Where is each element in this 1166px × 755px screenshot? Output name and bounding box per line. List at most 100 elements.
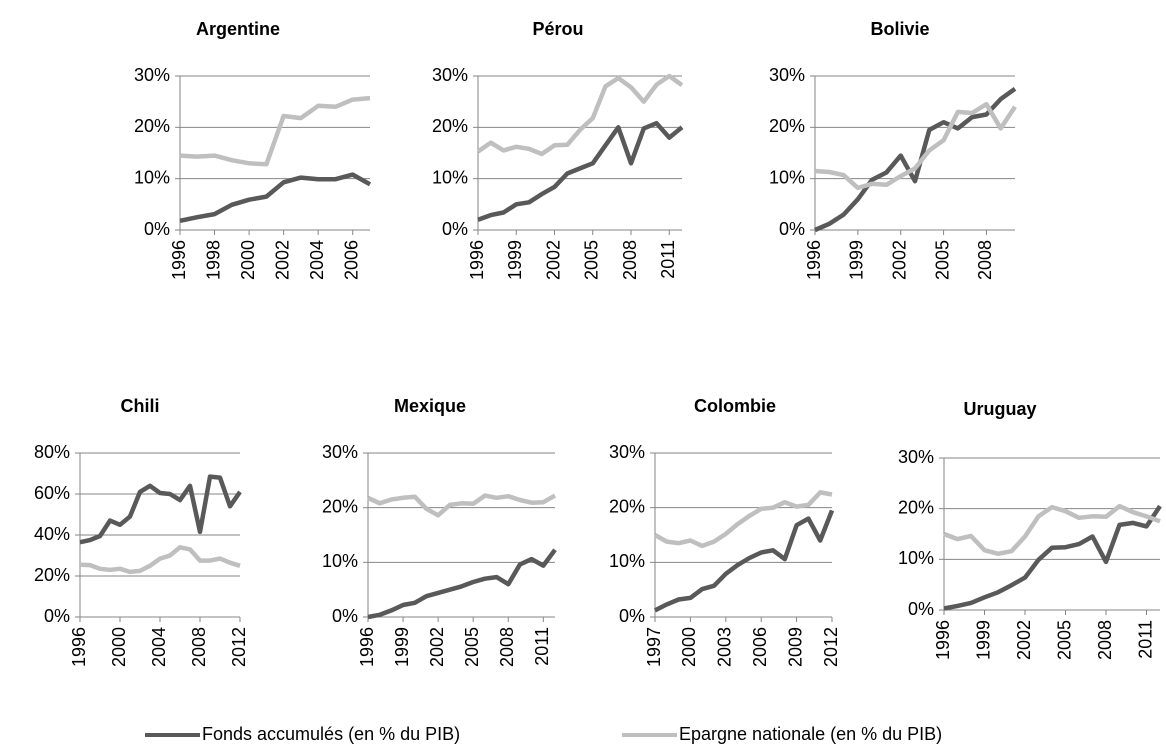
y-tick-label: 30% — [609, 442, 645, 462]
chart-panel: Mexique 0% 10% 20% 30% 1996 1999 2002 2005 2008 20… — [322, 396, 557, 667]
y-tick-label: 30% — [134, 65, 170, 85]
series-line — [179, 95, 371, 167]
series-line — [477, 120, 684, 222]
y-tick-label: 20% — [898, 497, 934, 517]
x-tick-label: 2004 — [307, 240, 327, 280]
y-tick-label: 40% — [34, 524, 70, 544]
x-tick-label: 2000 — [109, 627, 129, 667]
x-tick-label: 1996 — [69, 627, 89, 667]
series-line — [814, 101, 1017, 191]
chart-title: Colombie — [694, 396, 776, 416]
x-tick-label: 2005 — [1054, 620, 1074, 660]
x-tick-label: 2002 — [543, 240, 563, 280]
y-tick-label: 30% — [432, 65, 468, 85]
chart-panel: Chili 0% 20% 40% 60% 80% 1996 2000 2004 2008 2012 — [34, 396, 249, 667]
x-tick-label: 1997 — [644, 627, 664, 667]
x-tick-label: 1996 — [357, 627, 377, 667]
y-tick-label: 20% — [609, 496, 645, 516]
x-tick-label: 2004 — [149, 627, 169, 667]
y-tick-label: 0% — [619, 606, 645, 626]
series-line — [943, 503, 1161, 557]
x-tick-label: 1999 — [392, 627, 412, 667]
x-tick-label: 2002 — [1014, 620, 1034, 660]
chart-title: Pérou — [532, 19, 583, 39]
x-tick-label: 1999 — [973, 620, 993, 660]
y-tick-label: 20% — [769, 116, 805, 136]
x-tick-label: 1998 — [203, 240, 223, 280]
series-line — [943, 504, 1162, 611]
x-tick-label: 2009 — [785, 627, 805, 667]
series-line — [179, 172, 372, 224]
y-tick-label: 10% — [432, 167, 468, 187]
x-tick-label: 2011 — [1135, 620, 1155, 659]
y-tick-label: 20% — [432, 116, 468, 136]
series-line — [79, 545, 241, 575]
y-tick-label: 30% — [769, 65, 805, 85]
legend-label: Epargne nationale (en % du PIB) — [679, 724, 942, 744]
y-tick-label: 0% — [908, 599, 934, 619]
x-tick-label: 2011 — [658, 240, 678, 279]
chart-panel: Argentine 0% 10% 20% 30% 1996 1998 2000 2002 2004… — [134, 19, 372, 280]
x-tick-label: 1996 — [933, 620, 953, 660]
x-tick-label: 2008 — [1095, 620, 1115, 660]
x-tick-label: 2012 — [821, 627, 841, 667]
y-tick-label: 0% — [332, 606, 358, 626]
x-tick-label: 2000 — [238, 240, 258, 280]
legend: Fonds accumulés (en % du PIB) Epargne nat… — [145, 724, 942, 744]
chart-title: Bolivie — [870, 19, 929, 39]
y-tick-label: 10% — [134, 167, 170, 187]
legend-label: Fonds accumulés (en % du PIB) — [202, 724, 460, 744]
y-tick-label: 20% — [134, 116, 170, 136]
chart-title: Chili — [121, 396, 160, 416]
y-tick-label: 0% — [442, 219, 468, 239]
series-line — [367, 493, 557, 518]
x-tick-label: 2008 — [975, 240, 995, 280]
x-tick-label: 2011 — [532, 627, 552, 666]
series-line — [653, 509, 835, 613]
y-tick-label: 30% — [322, 442, 358, 462]
x-tick-label: 2006 — [750, 627, 770, 667]
y-tick-label: 0% — [44, 606, 70, 626]
y-tick-label: 10% — [898, 548, 934, 568]
chart-panel: Pérou 0% 10% 20% 30% 1996 1999 2002 2005 2008 2011 — [432, 19, 684, 280]
x-tick-label: 2006 — [341, 240, 361, 280]
series-line — [79, 474, 242, 545]
x-tick-label: 1999 — [847, 240, 867, 280]
chart-panel: Bolivie 0% 10% 20% 30% 1996 1999 2002 2005 2008 — [769, 19, 1017, 280]
x-tick-label: 2005 — [582, 240, 602, 280]
y-tick-label: 10% — [322, 551, 358, 571]
x-tick-label: 2000 — [679, 627, 699, 667]
series-line — [367, 548, 557, 620]
x-tick-label: 2005 — [932, 240, 952, 280]
x-tick-label: 2008 — [497, 627, 517, 667]
x-tick-label: 2002 — [427, 627, 447, 667]
chart-panel: Uruguay 0% 10% 20% 30% 1996 1999 2002 2005 2008 20… — [898, 399, 1162, 660]
y-tick-label: 10% — [769, 167, 805, 187]
series-line — [476, 73, 684, 157]
x-tick-label: 1999 — [505, 240, 525, 280]
x-tick-label: 2008 — [620, 240, 640, 280]
y-tick-label: 60% — [34, 483, 70, 503]
series-line — [653, 490, 833, 549]
y-tick-label: 10% — [609, 551, 645, 571]
x-tick-label: 1996 — [467, 240, 487, 280]
x-tick-label: 2005 — [462, 627, 482, 667]
x-tick-label: 1996 — [169, 240, 189, 280]
x-tick-label: 2012 — [229, 627, 249, 667]
x-tick-label: 2008 — [189, 627, 209, 667]
chart-title: Mexique — [394, 396, 466, 416]
chart-title: Uruguay — [963, 399, 1036, 419]
series-line — [814, 86, 1017, 233]
y-tick-label: 20% — [34, 565, 70, 585]
chart-panel: Colombie 0% 10% 20% 30% 1997 2000 2003 2006 2009 2… — [609, 396, 841, 667]
x-tick-label: 1996 — [804, 240, 824, 280]
y-tick-label: 20% — [322, 496, 358, 516]
x-tick-label: 2003 — [715, 627, 735, 667]
x-tick-label: 2002 — [889, 240, 909, 280]
chart-title: Argentine — [196, 19, 280, 39]
y-tick-label: 0% — [779, 219, 805, 239]
y-tick-label: 80% — [34, 442, 70, 462]
y-tick-label: 30% — [898, 447, 934, 467]
x-tick-label: 2002 — [272, 240, 292, 280]
